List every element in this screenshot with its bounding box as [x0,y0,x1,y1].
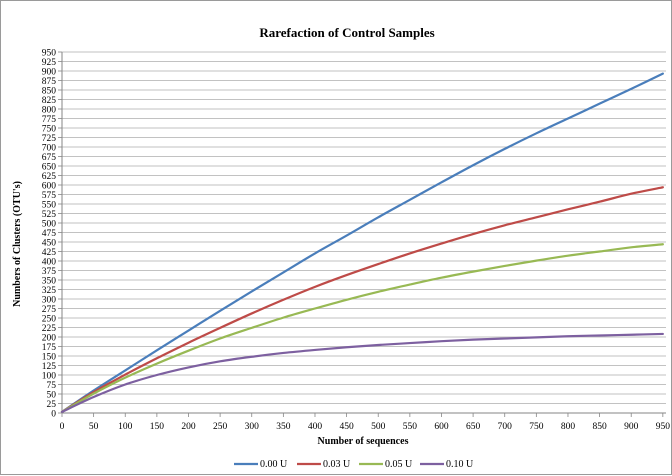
y-tick-label: 550 [42,200,57,210]
x-tick-label: 200 [181,422,196,432]
y-tick-label: 375 [42,267,57,277]
y-tick-label: 625 [42,172,57,182]
y-tick-label: 25 [47,400,57,410]
x-tick-label: 50 [89,422,99,432]
x-tick-labels: 0 50 100 150 200 250 300 350 400 450 500 550 600 650 7… [60,422,671,432]
x-tick-label: 850 [592,422,607,432]
x-axis-title: Number of sequences [318,436,409,447]
y-tick-label: 75 [47,381,57,391]
y-tick-label: 800 [42,105,57,115]
series-line-2 [60,186,664,413]
series-line-4 [60,332,664,413]
y-tick-label: 150 [42,352,57,362]
y-tick-label: 100 [42,371,57,381]
legend-label-3: 0.05 U [385,459,413,470]
y-tick-label: 500 [42,219,57,229]
x-tick-label: 750 [529,422,544,432]
legend-label-2: 0.03 U [323,459,351,470]
y-tick-label: 850 [42,86,57,96]
y-tick-label: 325 [42,286,57,296]
x-tick-label: 500 [371,422,386,432]
series-line-1 [60,72,664,413]
y-axis-title: Numbers of Clusters (OTU's) [12,181,23,307]
y-tick-labels: 0255075100125150175200225250275300325350… [42,48,57,419]
y-tick-label: 825 [42,96,57,106]
x-tick-label: 400 [308,422,323,432]
y-tick-label: 200 [42,333,57,343]
y-tick-label: 775 [42,115,57,125]
x-tick-label: 150 [150,422,165,432]
axes [58,51,666,417]
y-tick-label: 600 [42,181,57,191]
y-tick-label: 675 [42,153,57,163]
x-tick-label: 900 [624,422,639,432]
y-tick-label: 525 [42,210,57,220]
y-tick-label: 175 [42,343,57,353]
series-line-3 [60,243,664,413]
y-tick-label: 650 [42,162,57,172]
x-tick-label: 800 [561,422,576,432]
x-tick-label: 0 [60,422,65,432]
y-tick-label: 425 [42,248,57,258]
y-tick-label: 475 [42,229,57,239]
y-tick-label: 950 [42,48,57,58]
gridlines [62,51,666,404]
y-tick-label: 750 [42,124,57,134]
y-tick-label: 900 [42,67,57,77]
y-tick-label: 875 [42,77,57,87]
y-tick-label: 0 [51,409,56,419]
x-tick-label: 100 [118,422,133,432]
y-tick-label: 400 [42,257,57,267]
y-tick-label: 300 [42,295,57,305]
y-tick-label: 450 [42,238,57,248]
x-tick-label: 550 [403,422,418,432]
x-tick-label: 250 [213,422,228,432]
legend-label-4: 0.10 U [446,459,474,470]
y-tick-label: 275 [42,305,57,315]
y-tick-label: 575 [42,191,57,201]
y-tick-label: 350 [42,276,57,286]
x-tick-label: 350 [276,422,291,432]
legend-label-1: 0.00 U [260,459,288,470]
y-tick-label: 125 [42,362,57,372]
y-tick-label: 250 [42,314,57,324]
y-tick-label: 50 [47,390,57,400]
y-tick-label: 225 [42,324,57,334]
x-tick-label: 950 [656,422,671,432]
legend: 0.00 U 0.03 U 0.05 U 0.10 U [234,459,474,470]
series-lines [60,72,664,413]
chart-title: Rarefaction of Control Samples [259,25,434,40]
y-tick-label: 925 [42,58,57,68]
x-tick-label: 600 [434,422,449,432]
x-tick-label: 650 [466,422,481,432]
x-tick-label: 300 [245,422,260,432]
x-tick-label: 450 [339,422,354,432]
y-tick-label: 725 [42,134,57,144]
y-tick-label: 700 [42,143,57,153]
x-tick-label: 700 [498,422,513,432]
